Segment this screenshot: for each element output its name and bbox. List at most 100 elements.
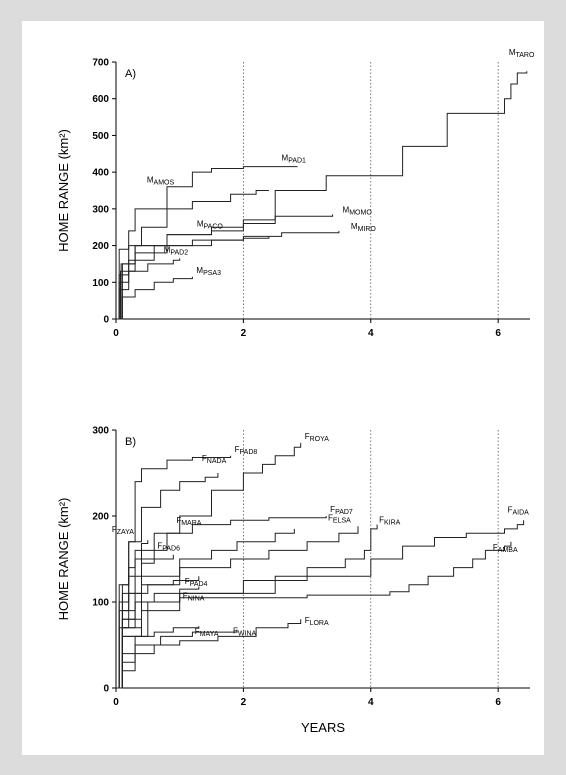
series-label-main: M [343,205,350,214]
x-tick-label: 4 [368,328,374,339]
series-label-main: F [330,505,335,514]
series-label-subscript: PACO [204,223,224,230]
series-label-main: M [196,266,203,275]
x-tick-label: 6 [495,697,501,708]
series-label-subscript: PAD2 [170,249,188,256]
panel-label: B) [125,436,136,448]
series-line-pad6 [116,554,174,689]
series-line-lora [116,619,302,689]
series-label-taro: MTARO [509,48,535,59]
series-label-subscript: NADA [207,458,227,465]
series-label-main: F [185,577,190,586]
x-axis-label: YEARS [301,720,345,735]
series-label-main: F [233,627,238,636]
series-label-pad2: MPAD2 [164,245,189,256]
series-label-main: F [235,445,240,454]
series-label-main: M [147,176,154,185]
series-label-lora: FLORA [305,616,329,627]
y-tick-label: 0 [103,315,109,326]
series-label-subscript: MIRO [358,226,377,233]
series-label-main: M [509,48,516,57]
series-label-subscript: ZAYA [117,529,135,536]
x-tick-label: 2 [241,328,247,339]
series-label-subscript: PAD4 [190,581,208,588]
series-label-subscript: KIRA [384,520,401,527]
x-tick-label: 2 [241,697,247,708]
series-line-mara [116,528,295,689]
series-line-momo [116,214,334,320]
series-label-main: M [282,154,289,163]
series-label-subscript: PAD1 [288,158,306,165]
series-label-paco: MPACO [197,219,224,230]
y-tick-label: 400 [92,168,109,179]
series-label-subscript: LORA [310,620,329,627]
series-label-main: F [183,592,188,601]
series-label-wina: FWINA [233,627,256,638]
series-label-main: M [351,222,358,231]
x-tick-label: 0 [113,697,119,708]
series-label-mara: FMARA [176,516,201,527]
series-line-taro [116,71,528,320]
series-label-subscript: ELSA [333,517,351,524]
series-label-subscript: WINA [238,631,257,638]
series-label-main: F [305,616,310,625]
y-tick-label: 500 [92,131,109,142]
series-label-pad8: FPAD8 [235,445,258,456]
series-line-amos [116,190,269,320]
series-line-roya [116,442,302,689]
series-label-nada: FNADA [202,454,227,465]
series-line-psa3 [116,276,193,320]
series-label-subscript: MARA [181,520,202,527]
series-label-pad4: FPAD4 [185,577,208,588]
figure-frame: 0 100 200 300 400 500 600 700 0 2 4 6 HOME RANGE (km… [22,21,544,755]
series-label-amos: MAMOS [147,176,175,187]
series-line-pad4 [116,576,200,689]
y-tick-label: 100 [92,278,109,289]
y-tick-label: 100 [92,598,109,609]
y-axis-label: HOME RANGE (km²) [56,498,71,621]
series-line-pad2 [116,258,181,320]
series-label-pad1: MPAD1 [282,154,307,165]
series-line-kira [116,524,378,689]
series-label-main: F [157,542,162,551]
series-label-miro: MMIRO [351,222,377,233]
series-label-elsa: FELSA [328,513,351,524]
series-label-main: F [202,454,207,463]
series-label-subscript: MOMO [349,209,372,216]
series-label-momo: MMOMO [343,205,373,216]
series-label-main: F [379,516,384,525]
y-axis-label: HOME RANGE (km²) [56,129,71,252]
x-tick-label: 4 [368,697,374,708]
series-line-zaya [116,540,149,689]
series-label-subscript: TARO [515,52,534,59]
series-label-main: F [195,627,200,636]
series-label-subscript: PAD7 [335,509,353,516]
series-label-kira: FKIRA [379,516,401,527]
series-label-main: F [176,516,181,525]
series-label-subscript: PAD8 [240,449,258,456]
series-label-main: F [112,525,117,534]
series-label-main: M [164,245,171,254]
x-tick-label: 6 [495,328,501,339]
series-label-pad7: FPAD7 [330,505,353,516]
y-tick-label: 700 [92,58,109,69]
y-tick-label: 200 [92,241,109,252]
series-label-subscript: AIDA [513,509,530,516]
series-label-main: F [508,505,513,514]
series-line-nada [116,473,219,689]
series-label-aida: FAIDA [508,505,530,516]
x-tick-label: 0 [113,328,119,339]
series-label-subscript: AMBA [498,547,518,554]
series-label-main: F [493,543,498,552]
series-label-subscript: ROYA [310,436,330,443]
series-line-amba [116,541,512,689]
series-label-main: F [328,513,333,522]
series-label-maya: FMAYA [195,627,219,638]
series-line-nina [116,586,200,689]
y-tick-label: 600 [92,94,109,105]
series-line-wina [116,629,238,689]
series-label-amba: FAMBA [493,543,518,554]
series-line-pad1 [116,166,298,320]
